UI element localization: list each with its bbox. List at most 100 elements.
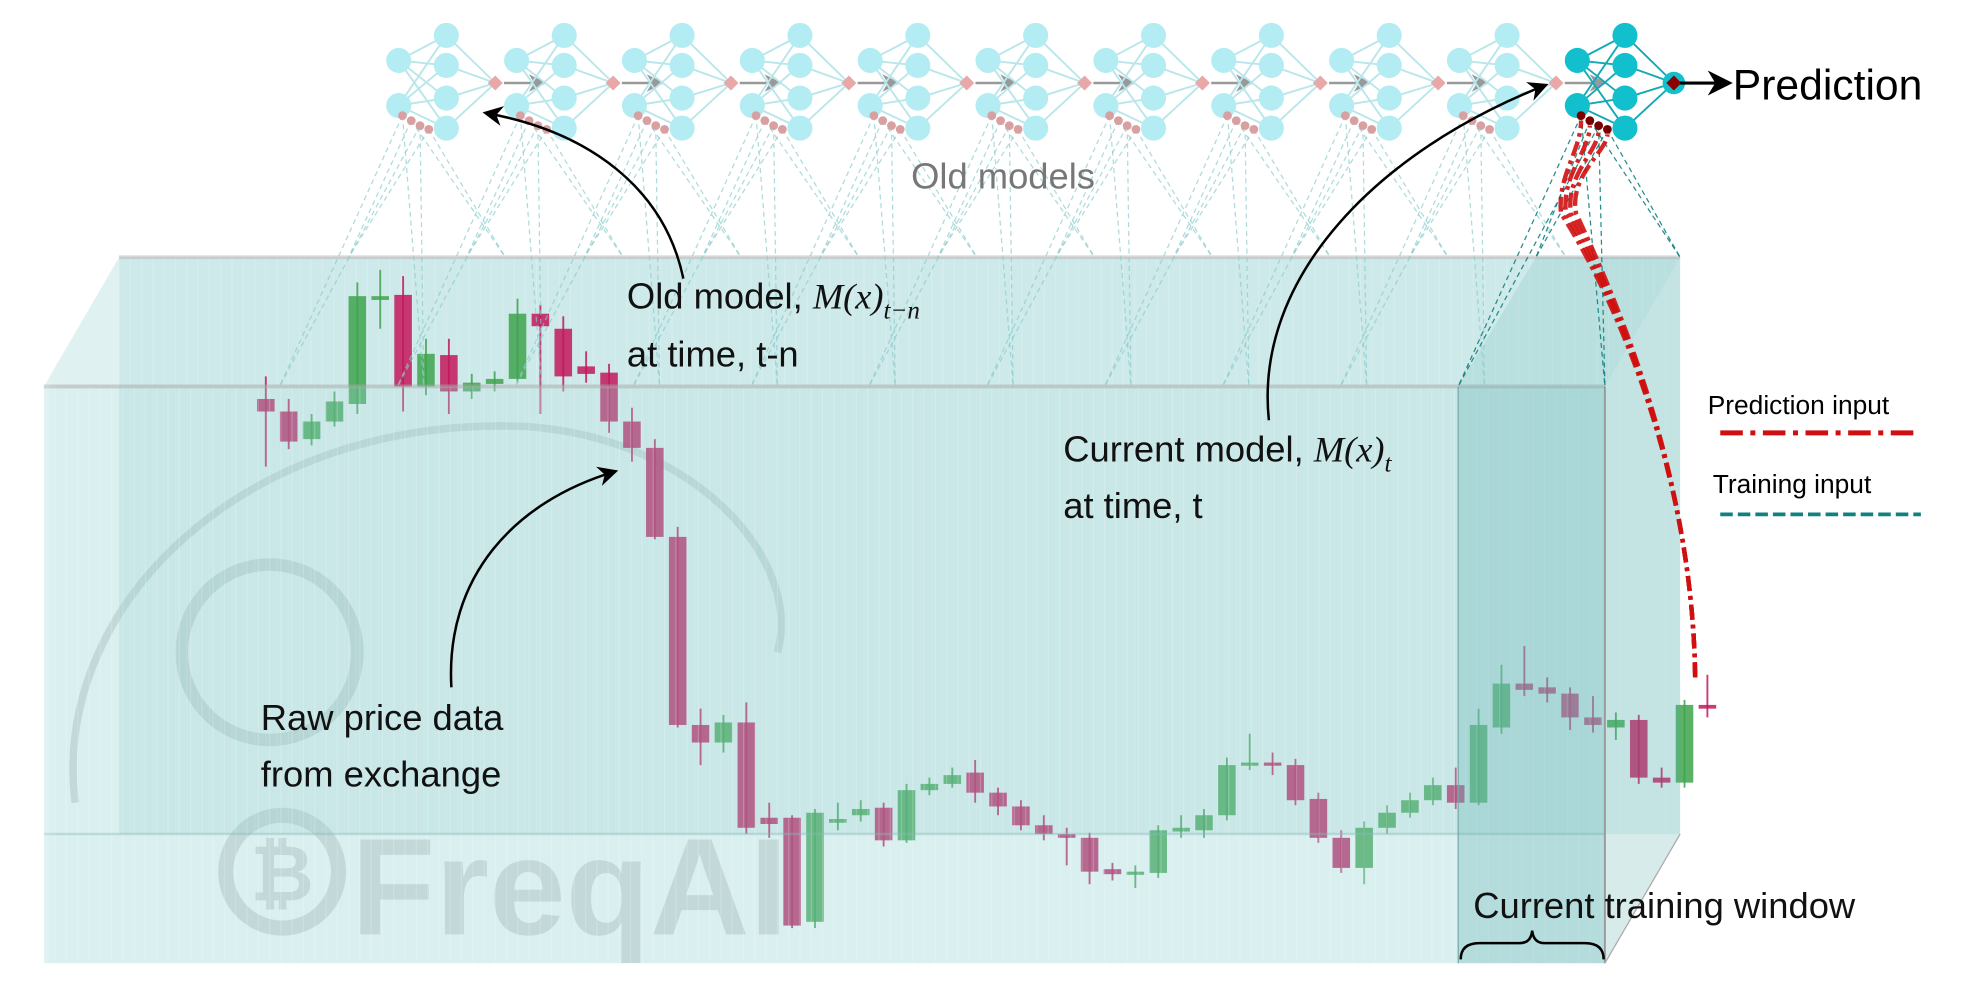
candle-body (966, 772, 984, 793)
network-node (1329, 47, 1355, 73)
candle (554, 316, 573, 392)
input-node (878, 116, 888, 126)
input-node (987, 111, 997, 120)
candle (874, 802, 893, 847)
candle-body (1218, 765, 1236, 816)
candle (760, 802, 778, 838)
training-input-line (991, 115, 1014, 387)
candle-body (1332, 837, 1351, 868)
network-node (1376, 22, 1402, 48)
training-input-line (528, 120, 624, 258)
candle (646, 439, 664, 540)
candle-body (1424, 785, 1442, 801)
network-node (1258, 115, 1284, 141)
training-input-line (1017, 129, 1096, 258)
candle (897, 783, 916, 843)
training-input-line (465, 129, 548, 258)
input-node (398, 111, 407, 120)
training-input-line (1109, 115, 1132, 387)
candle (577, 351, 595, 383)
network-node (1258, 22, 1284, 48)
candle-body (1012, 806, 1030, 826)
training-input-line (1339, 115, 1464, 387)
network-node (433, 22, 459, 48)
network-node (669, 52, 695, 78)
raw-data-source-label: from exchange (261, 753, 502, 794)
input-node (1131, 125, 1141, 134)
candle-body (1607, 719, 1625, 728)
candle-body (1195, 815, 1213, 831)
candle (829, 802, 847, 831)
candle-body (440, 355, 458, 392)
network-node (857, 47, 883, 73)
training-input-line (583, 129, 666, 258)
network-node (1211, 93, 1237, 119)
candle-body (1172, 827, 1190, 832)
training-input-line (868, 115, 993, 387)
network-node (739, 47, 765, 73)
network-node (621, 47, 647, 73)
training-input-line (410, 120, 506, 258)
candle (1401, 792, 1419, 818)
network-node (1376, 115, 1402, 141)
network-node (504, 47, 530, 73)
candle (1515, 645, 1534, 697)
candle (1561, 687, 1579, 730)
network-node (621, 93, 647, 119)
candlestick-chart (257, 269, 1717, 929)
candle (1675, 699, 1694, 788)
training-input-line (1290, 120, 1355, 258)
network-node (1093, 47, 1119, 73)
network-node (1446, 93, 1472, 119)
training-window-brace (1459, 930, 1605, 960)
candle (1012, 800, 1030, 831)
candle-body (1629, 719, 1648, 778)
network-node (1329, 93, 1355, 119)
candle (806, 808, 824, 929)
training-input-line (1489, 129, 1567, 258)
training-input-line (1055, 120, 1119, 258)
legend: Prediction input Training input (1708, 390, 1921, 517)
training-input-line (1235, 120, 1331, 258)
input-node (1476, 121, 1486, 131)
candle-body (1080, 837, 1099, 872)
network-node (1258, 85, 1284, 111)
candle (691, 708, 710, 766)
candle-body (1057, 834, 1076, 838)
candle (1469, 708, 1488, 806)
network-node (433, 85, 459, 111)
training-input-line (1226, 115, 1250, 387)
network-output-node (487, 75, 503, 91)
candle-body (1035, 825, 1053, 835)
network-node (551, 22, 577, 48)
network-node (1140, 115, 1167, 141)
candle-body (806, 812, 824, 922)
input-node (769, 121, 778, 131)
prediction-input-line (1568, 130, 1698, 678)
network-node (1140, 22, 1167, 48)
old-model-time-label: at time, t-n (627, 333, 799, 374)
training-input-line (781, 129, 860, 258)
network-node (669, 85, 695, 111)
old-model-network (621, 22, 783, 141)
training-input-line (819, 120, 884, 258)
candle-body (577, 366, 595, 374)
training-input-line (873, 115, 896, 387)
training-input-line (646, 120, 742, 258)
candle-body (1492, 683, 1511, 728)
training-input-line (348, 129, 430, 258)
candle (966, 760, 984, 803)
input-node (996, 116, 1005, 126)
network-output-node (1077, 75, 1093, 91)
old-models-label: Old models (911, 155, 1095, 196)
input-node (1576, 111, 1586, 120)
network-node (905, 115, 931, 141)
network-node (1023, 52, 1049, 78)
training-input-line (868, 125, 1010, 387)
training-input-line (514, 125, 657, 387)
candle-body (851, 808, 870, 816)
training-input-lines (279, 115, 1681, 387)
current-model-arrow (1266, 82, 1549, 421)
model-chain (386, 22, 1686, 141)
input-node (651, 121, 661, 131)
